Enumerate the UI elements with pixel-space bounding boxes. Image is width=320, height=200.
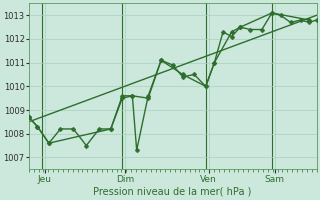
X-axis label: Pression niveau de la mer( hPa ): Pression niveau de la mer( hPa )	[93, 187, 252, 197]
